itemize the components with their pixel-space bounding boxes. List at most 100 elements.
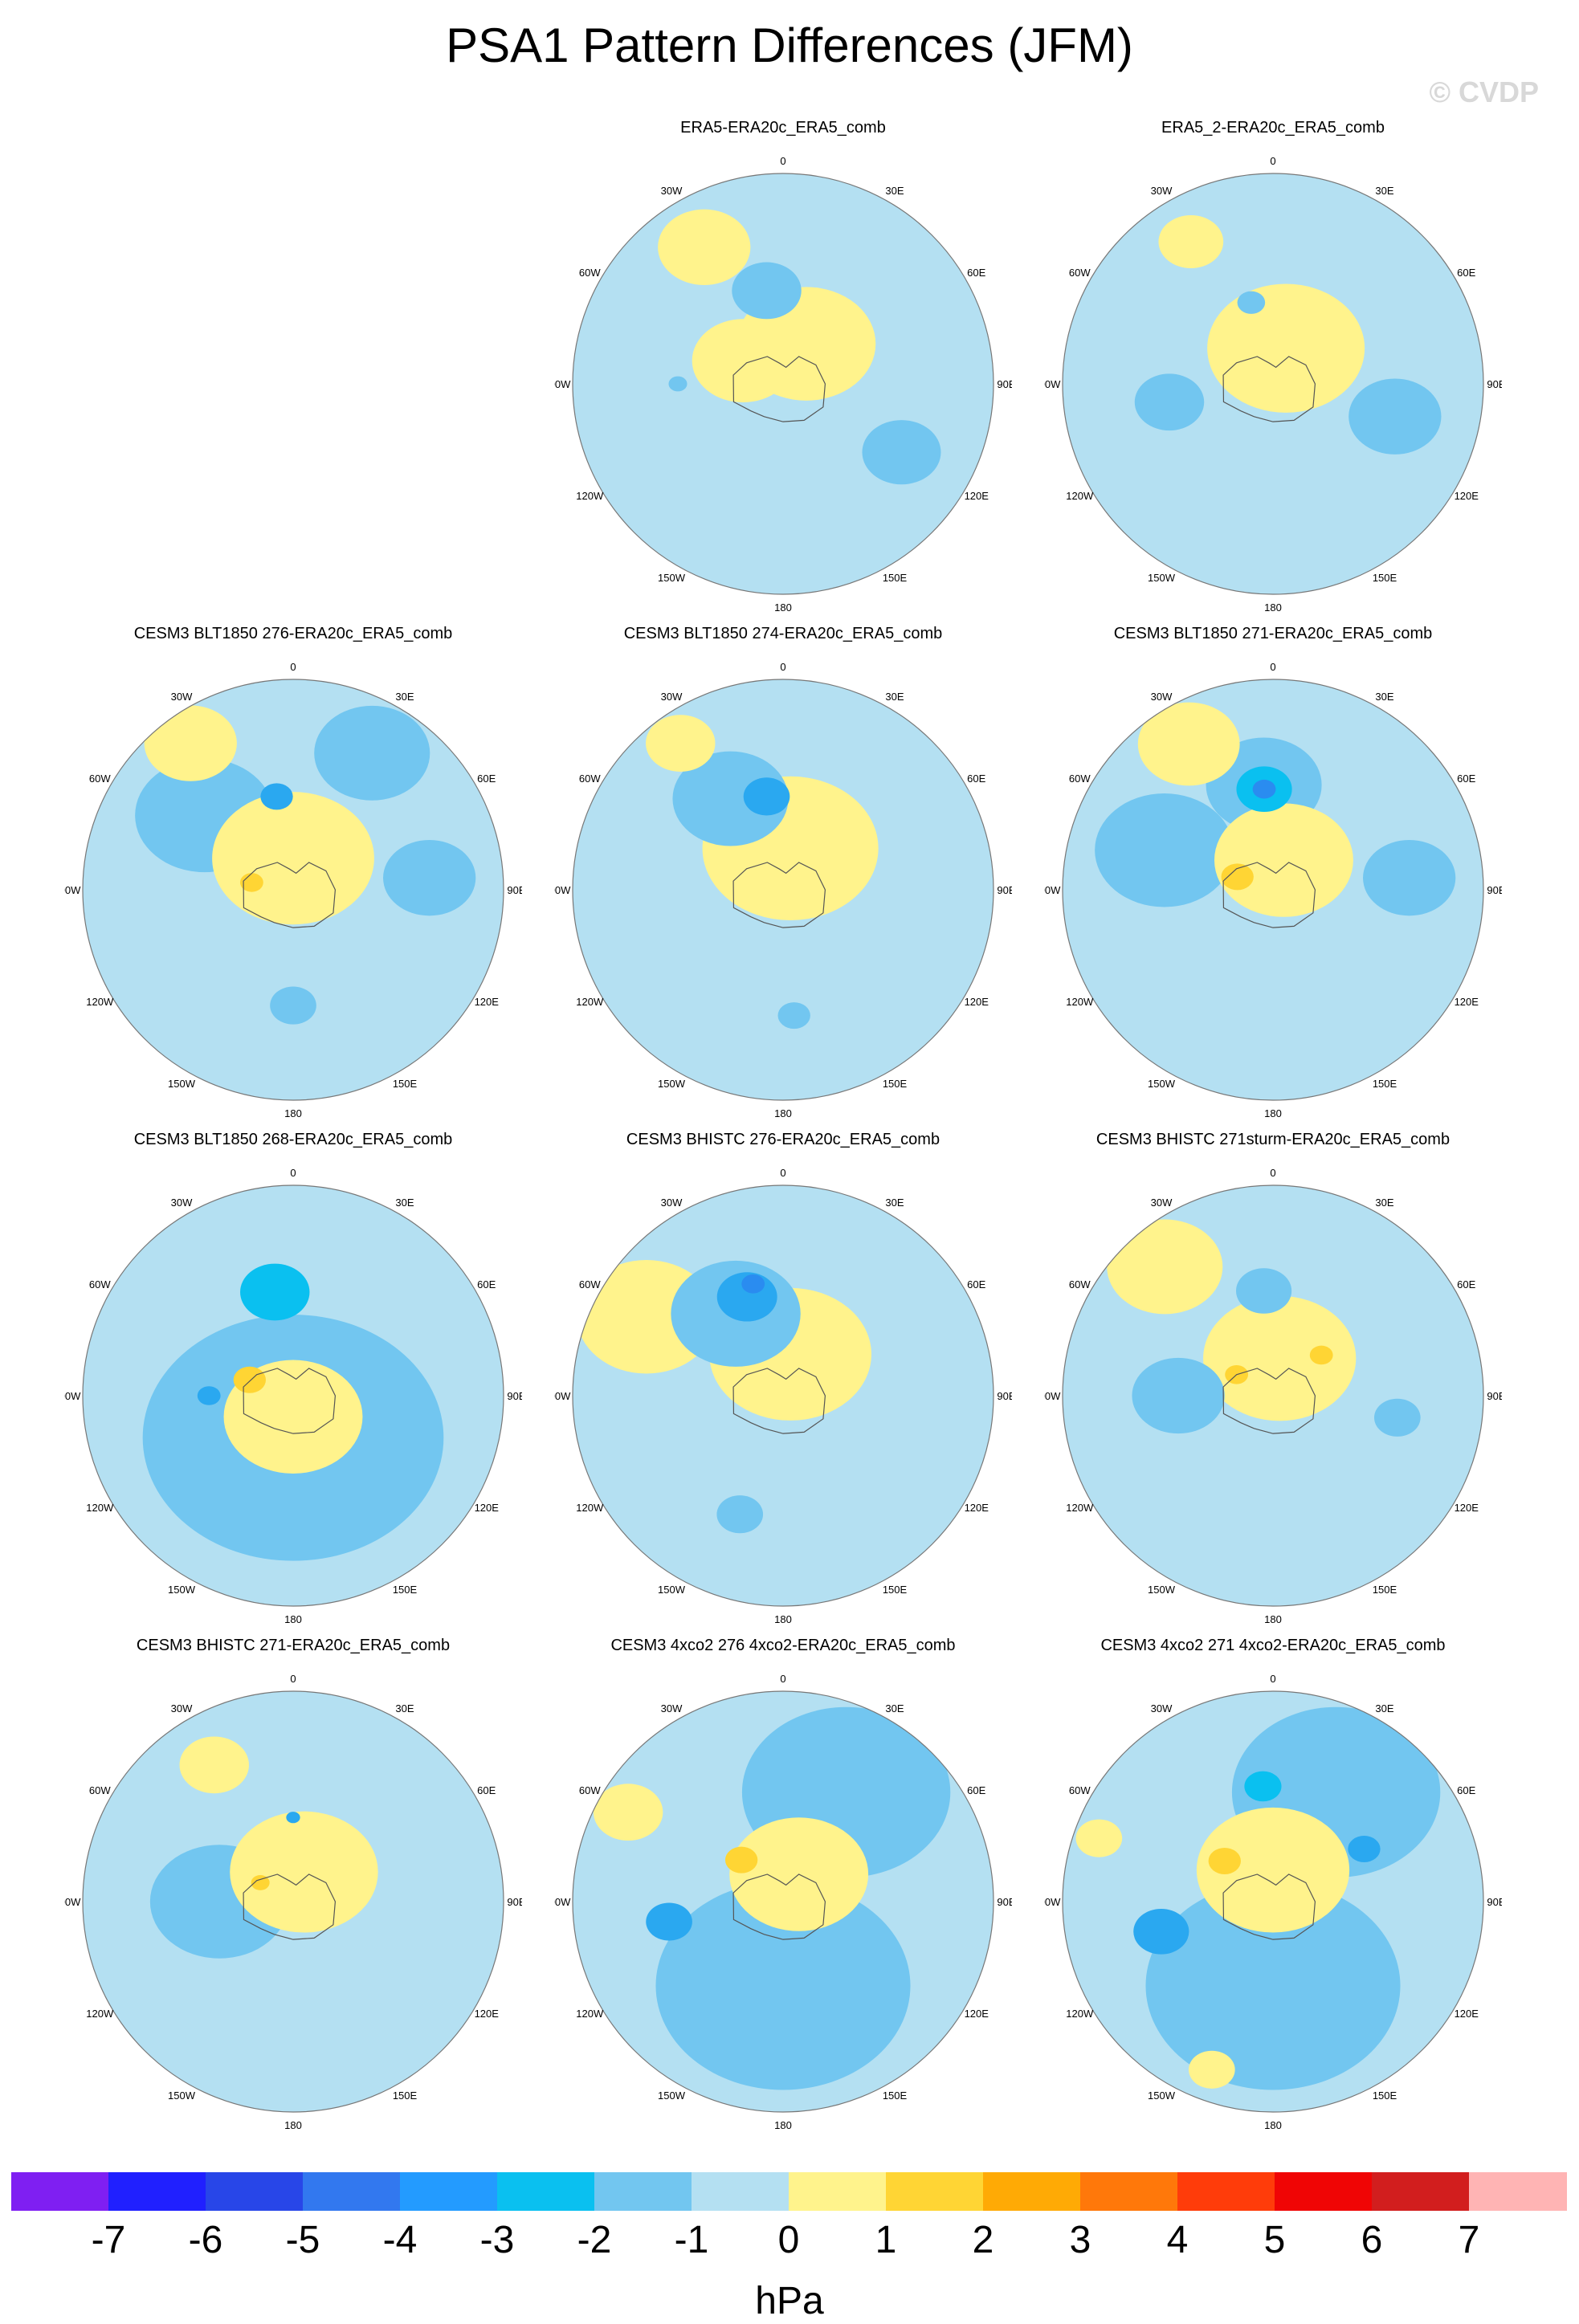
antarctica-coastline: [732, 1873, 826, 1940]
colorbar-segment: [206, 2172, 304, 2211]
longitude-label: 30W: [1151, 1197, 1173, 1209]
colorbar-segment: [11, 2172, 109, 2211]
longitude-label: 90E: [1487, 884, 1502, 896]
longitude-label: 60E: [1457, 1784, 1475, 1796]
longitude-label: 120E: [965, 2008, 989, 2020]
map-panel: CESM3 BLT1850 274-ERA20c_ERA5_comb 0 30E 60…: [554, 625, 1012, 1131]
panel-title: ERA5-ERA20c_ERA5_comb: [680, 119, 886, 137]
longitude-label: 120W: [86, 1502, 114, 1514]
colorbar-segment: [497, 2172, 595, 2211]
map-border: [1062, 173, 1484, 595]
anomaly-contour: [1203, 1295, 1357, 1421]
longitude-label: 60E: [967, 1784, 985, 1796]
longitude-label: 60E: [477, 773, 496, 785]
anomaly-contour: [1134, 373, 1205, 431]
anomaly-contour: [1214, 803, 1353, 917]
longitude-label: 90W: [554, 1390, 571, 1402]
longitude-label: 150W: [658, 2090, 686, 2102]
longitude-label: 30E: [395, 1702, 414, 1714]
panel-title: CESM3 BLT1850 271-ERA20c_ERA5_comb: [1113, 625, 1433, 642]
polar-map: 0 30E 60E 90E 120E 150E 180 150W 120W 90W 60W 30W: [64, 1167, 522, 1625]
longitude-label: 120W: [86, 2008, 114, 2020]
longitude-label: 120W: [1066, 996, 1094, 1008]
anomaly-contour: [692, 319, 794, 403]
colorbar-tick-label: 2: [972, 2219, 994, 2261]
anomaly-contour: [646, 715, 716, 772]
anomaly-contour: [658, 209, 751, 285]
anomaly-contour: [251, 1874, 270, 1890]
longitude-label: 90W: [1044, 884, 1061, 896]
map-border: [572, 1690, 994, 2113]
longitude-label: 60W: [579, 1784, 601, 1796]
longitude-label: 180: [774, 1613, 792, 1625]
longitude-label: 30W: [1151, 691, 1173, 703]
anomaly-contour: [672, 751, 789, 846]
longitude-label: 120E: [1455, 996, 1479, 1008]
longitude-label: 60W: [89, 1784, 111, 1796]
map-border: [1062, 679, 1484, 1101]
anomaly-contour: [1145, 1882, 1401, 2090]
colorbar-segment: [303, 2172, 401, 2211]
longitude-label: 0: [780, 1167, 785, 1179]
longitude-label: 150W: [168, 1078, 196, 1090]
antarctica-coastline: [1222, 862, 1316, 928]
longitude-label: 90W: [64, 1896, 81, 1908]
map-panel: CESM3 BLT1850 276-ERA20c_ERA5_comb 0 30E 60…: [64, 625, 522, 1131]
map-panel: CESM3 4xco2 276 4xco2-ERA20c_ERA5_comb 0 3…: [554, 1637, 1012, 2143]
colorbar-segment: [1469, 2172, 1567, 2211]
longitude-label: 0: [1270, 661, 1275, 673]
longitude-label: 0: [780, 661, 785, 673]
colorbar-segment: [983, 2172, 1081, 2211]
longitude-label: 180: [284, 1107, 302, 1119]
anomaly-contour: [724, 1846, 758, 1873]
colorbar-segment: [886, 2172, 984, 2211]
panel-title: CESM3 BHISTC 276-ERA20c_ERA5_comb: [626, 1131, 940, 1148]
longitude-label: 30W: [1151, 1702, 1173, 1714]
longitude-label: 30E: [1375, 1702, 1393, 1714]
colorbar-segment: [692, 2172, 790, 2211]
longitude-label: 60W: [1069, 267, 1091, 279]
longitude-label: 60E: [967, 267, 985, 279]
longitude-label: 90W: [64, 1390, 81, 1402]
longitude-label: 120W: [576, 2008, 604, 2020]
anomaly-contour: [668, 376, 687, 392]
anomaly-contour: [1221, 863, 1254, 891]
panel-title: CESM3 BHISTC 271-ERA20c_ERA5_comb: [136, 1637, 451, 1654]
antarctica-coastline: [243, 1368, 337, 1434]
longitude-label: 150E: [883, 1584, 908, 1596]
longitude-label: 30E: [395, 1197, 414, 1209]
longitude-label: 90E: [1487, 1896, 1502, 1908]
longitude-label: 150W: [168, 2090, 196, 2102]
longitude-label: 150E: [883, 1078, 908, 1090]
longitude-label: 90W: [554, 884, 571, 896]
longitude-label: 60E: [477, 1278, 496, 1290]
anomaly-contour: [212, 792, 374, 925]
panel-title: CESM3 BLT1850 274-ERA20c_ERA5_comb: [623, 625, 943, 642]
anomaly-contour: [239, 873, 263, 892]
polar-map: 0 30E 60E 90E 120E 150E 180 150W 120W 90W 60W 30W: [554, 661, 1012, 1119]
longitude-label: 0: [780, 1673, 785, 1685]
longitude-label: 180: [774, 601, 792, 614]
longitude-label: 150E: [1373, 2090, 1397, 2102]
longitude-label: 150E: [1373, 1078, 1397, 1090]
longitude-label: 180: [284, 1613, 302, 1625]
polar-map: 0 30E 60E 90E 120E 150E 180 150W 120W 90W 60W 30W: [1044, 1167, 1502, 1625]
longitude-label: 150E: [1373, 1584, 1397, 1596]
map-panel: CESM3 4xco2 271 4xco2-ERA20c_ERA5_comb 0 3…: [1044, 1637, 1502, 2143]
longitude-label: 120W: [1066, 1502, 1094, 1514]
colorbar-tick-label: -4: [382, 2219, 418, 2261]
longitude-label: 0: [1270, 1167, 1275, 1179]
longitude-label: 120E: [1455, 490, 1479, 502]
longitude-label: 120E: [1455, 2008, 1479, 2020]
colorbar-segment: [1275, 2172, 1373, 2211]
colorbar-segment: [1177, 2172, 1275, 2211]
colorbar-segment: [594, 2172, 692, 2211]
panel-title: CESM3 BLT1850 268-ERA20c_ERA5_comb: [133, 1131, 453, 1148]
longitude-label: 150E: [393, 1584, 418, 1596]
antarctica-coastline: [732, 862, 826, 928]
longitude-label: 90E: [997, 1390, 1012, 1402]
longitude-label: 150W: [168, 1584, 196, 1596]
longitude-label: 30E: [885, 185, 904, 197]
longitude-label: 120E: [965, 1502, 989, 1514]
longitude-label: 60E: [1457, 267, 1475, 279]
